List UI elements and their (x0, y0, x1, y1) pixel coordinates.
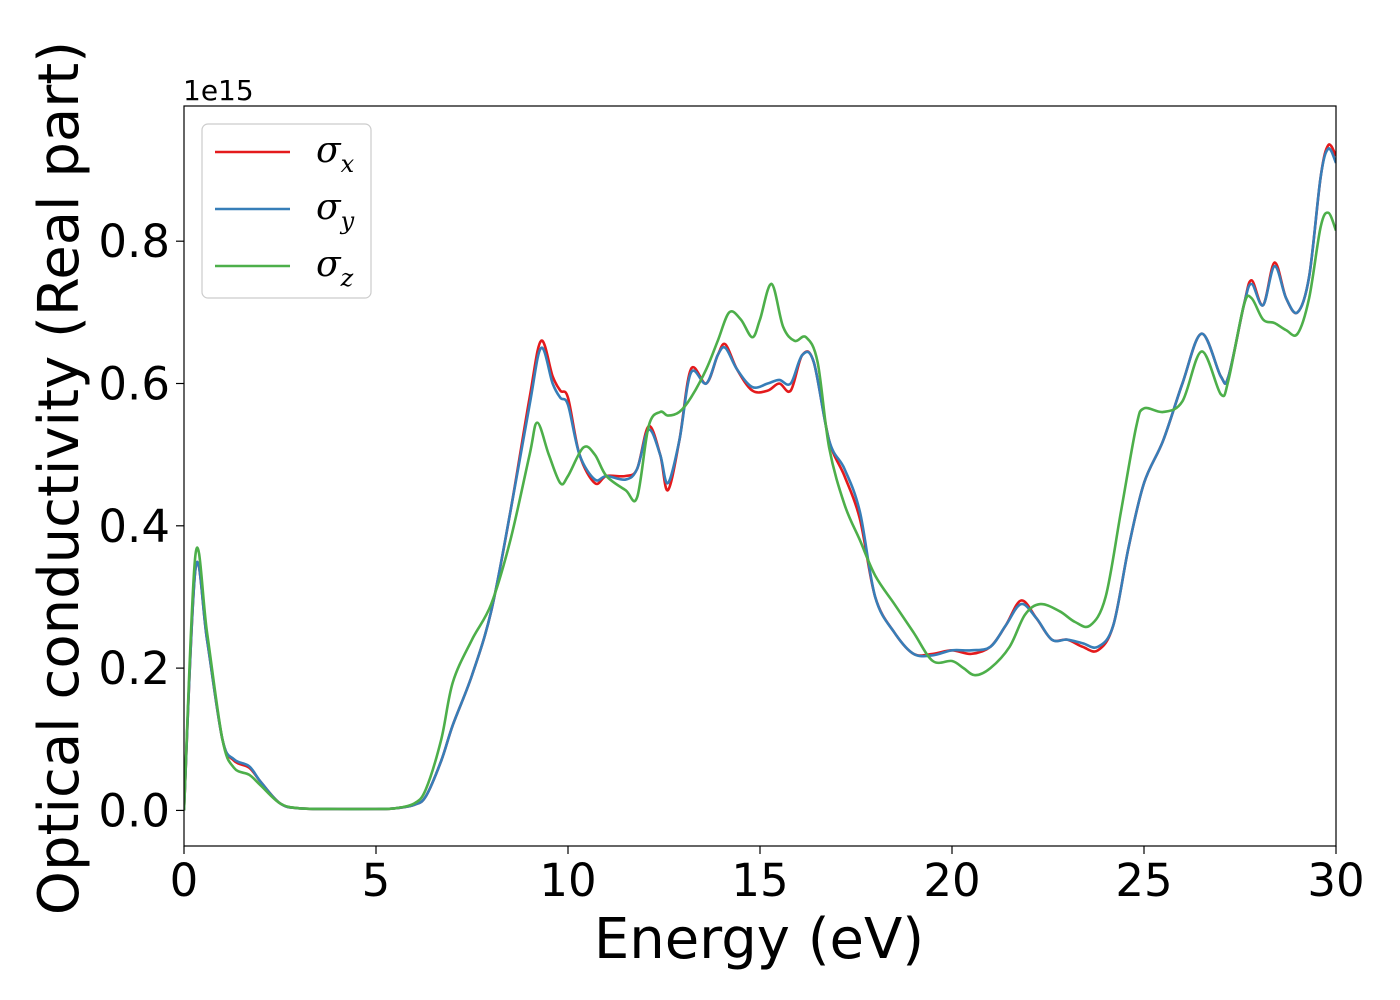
x-tick-label: 20 (923, 854, 980, 907)
series-line-z (184, 211, 1336, 811)
x-tick-label: 15 (731, 854, 788, 907)
y-tick-label: 0.8 (98, 215, 170, 268)
x-tick-label: 30 (1307, 854, 1364, 907)
y-tick-label: 0.0 (98, 784, 170, 837)
y-offset-label: 1e15 (183, 74, 254, 107)
x-tick-label: 0 (170, 854, 199, 907)
x-tick-label: 10 (539, 854, 596, 907)
y-axis-ticks: 0.0 0.2 0.4 0.6 0.8 (98, 215, 184, 837)
series-lines (184, 143, 1336, 811)
y-tick-label: 0.4 (98, 500, 170, 553)
legend-box (201, 123, 372, 299)
legend-label-x: σx (316, 130, 355, 178)
y-tick-label: 0.6 (98, 358, 170, 411)
x-axis-ticks: 0 5 10 15 20 25 30 (170, 846, 1365, 907)
y-tick-label: 0.2 (98, 642, 170, 695)
x-tick-label: 25 (1115, 854, 1172, 907)
x-axis-label: Energy (eV) (594, 907, 924, 972)
y-axis-label: Optical conductivity (Real part) (27, 41, 92, 915)
x-tick-label: 5 (362, 854, 391, 907)
